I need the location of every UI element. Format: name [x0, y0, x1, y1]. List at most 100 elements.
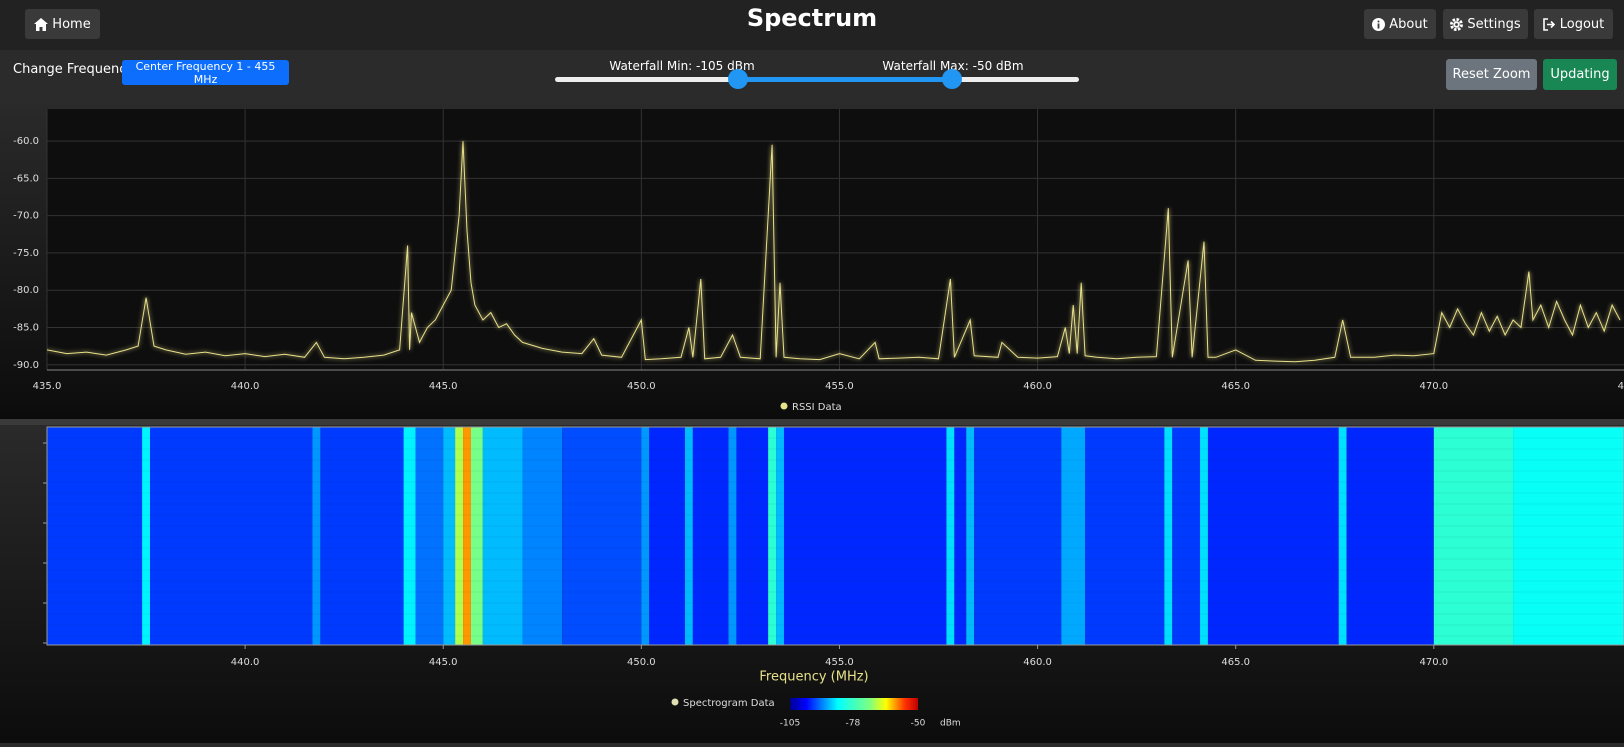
change-frequency-label: Change Frequency: [13, 62, 135, 77]
rssi-line: [47, 141, 1621, 363]
x-tick-label: 465.0: [1221, 381, 1250, 392]
x-tick-label: 460.0: [1023, 657, 1052, 668]
colorbar-tick-label: -105: [780, 719, 800, 729]
colorbar-tick-label: -78: [845, 719, 860, 729]
y-tick-label: -90.0: [13, 360, 39, 371]
spectrogram-column: [482, 427, 523, 645]
spectrogram-column: [954, 427, 967, 645]
about-button[interactable]: About: [1364, 9, 1436, 39]
spectrogram-column: [455, 427, 464, 645]
spectrogram-column: [1061, 427, 1086, 645]
x-tick-label: 440.0: [231, 657, 260, 668]
spectrogram-column: [783, 427, 947, 645]
spectrogram-column: [320, 427, 404, 645]
x-tick-label: 455.0: [825, 657, 854, 668]
y-tick-label: -70.0: [13, 211, 39, 222]
y-tick-label: -85.0: [13, 322, 39, 333]
y-tick-label: -80.0: [13, 285, 39, 296]
spectrogram-column: [649, 427, 685, 645]
settings-label: Settings: [1467, 16, 1521, 32]
header: Home Spectrum About Settings Logout: [0, 0, 1624, 50]
legend-label: Spectrogram Data: [683, 698, 775, 709]
about-icon: [1372, 17, 1386, 31]
x-tick-label: 445.0: [429, 657, 458, 668]
x-tick-label: 475.0: [1618, 381, 1624, 392]
charts: 435.0 440.0 445.0 450.0 455.0 460.0 465.0 470.0…: [0, 103, 1624, 747]
settings-icon: [1450, 17, 1464, 31]
frequency-button[interactable]: Center Frequency 1 - 455 MHz: [122, 60, 289, 86]
x-axis-label: Frequency (MHz): [759, 670, 868, 685]
spectrogram-column: [150, 427, 313, 645]
spectrum-plot-area: [47, 109, 1624, 370]
spectrogram-column: [562, 427, 642, 645]
spectrogram-column: [1200, 427, 1208, 645]
x-tick-label: 470.0: [1419, 657, 1448, 668]
page-title: Spectrum: [746, 4, 878, 32]
logout-label: Logout: [1559, 16, 1605, 32]
spectrogram-column: [1085, 427, 1165, 645]
home-label: Home: [52, 16, 91, 32]
spectrogram-column: [470, 427, 483, 645]
spectrogram-column: [1338, 427, 1347, 645]
slider-range: [738, 77, 952, 82]
updating-button[interactable]: Updating: [1543, 59, 1617, 90]
legend-dot: [671, 698, 679, 706]
x-tick-label: 440.0: [231, 381, 260, 392]
x-tick-label: 470.0: [1419, 381, 1448, 392]
spectrogram-column: [1172, 427, 1201, 645]
about-label: About: [1389, 16, 1428, 32]
spectrogram-column: [463, 427, 471, 645]
colorbar: [790, 698, 918, 710]
separator: [0, 419, 1624, 425]
x-tick-label: 450.0: [627, 657, 656, 668]
logout-icon: [1542, 17, 1555, 31]
spectrogram-column: [946, 427, 955, 645]
spectrogram-column: [728, 427, 737, 645]
spectrogram-column: [966, 427, 975, 645]
spectrogram-column: [1346, 427, 1434, 645]
spectrogram-column: [415, 427, 444, 645]
waterfall-max-label: Waterfall Max: -50 dBm: [882, 59, 1024, 73]
x-tick-label: 450.0: [627, 381, 656, 392]
spectrogram-column: [142, 427, 151, 645]
settings-button[interactable]: Settings: [1443, 9, 1528, 39]
spectrogram-chart: Spectrogram Data 440.0 445.0 450.0 455.0 460.…: [43, 426, 1624, 729]
footer-strip: [0, 743, 1624, 747]
x-tick-label: 455.0: [825, 381, 854, 392]
spectrogram-column: [443, 427, 456, 645]
slider-max-handle[interactable]: [942, 69, 962, 89]
slider-min-handle[interactable]: [728, 69, 748, 89]
spectrogram-column: [776, 427, 784, 645]
spectrogram-column: [736, 427, 769, 645]
spectrogram-column: [768, 427, 777, 645]
spectrum-chart: 435.0 440.0 445.0 450.0 455.0 460.0 465.0 470.0…: [13, 109, 1624, 413]
spectrogram-column: [522, 427, 563, 645]
toolbar: Change Frequency Center Frequency 1 - 45…: [0, 50, 1624, 103]
spectrogram-column: [974, 427, 1062, 645]
home-button[interactable]: Home: [25, 9, 100, 39]
y-tick-label: -60.0: [13, 136, 39, 147]
x-tick-label: 435.0: [33, 381, 62, 392]
spectrogram-column: [684, 427, 693, 645]
spectrogram-column: [692, 427, 729, 645]
colorbar-tick-label: -50: [911, 719, 926, 729]
y-tick-label: -65.0: [13, 173, 39, 184]
spectrogram-column: [1164, 427, 1173, 645]
x-tick-label: 445.0: [429, 381, 458, 392]
spectrogram-column: [1207, 427, 1339, 645]
spectrogram-column: [47, 427, 143, 645]
spectrogram-column: [1433, 427, 1514, 645]
spectrogram-frame: [46, 426, 1624, 646]
spectrogram-column: [641, 427, 650, 645]
home-icon: [34, 17, 49, 31]
reset-zoom-button[interactable]: Reset Zoom: [1446, 59, 1537, 90]
x-tick-label: 465.0: [1221, 657, 1250, 668]
colorbar-unit: dBm: [940, 719, 961, 729]
legend-label: RSSI Data: [792, 402, 842, 413]
legend-dot: [780, 402, 788, 410]
spectrogram-column: [403, 427, 416, 645]
x-tick-label: 460.0: [1023, 381, 1052, 392]
logout-button[interactable]: Logout: [1534, 9, 1613, 39]
spectrogram-column: [312, 427, 321, 645]
